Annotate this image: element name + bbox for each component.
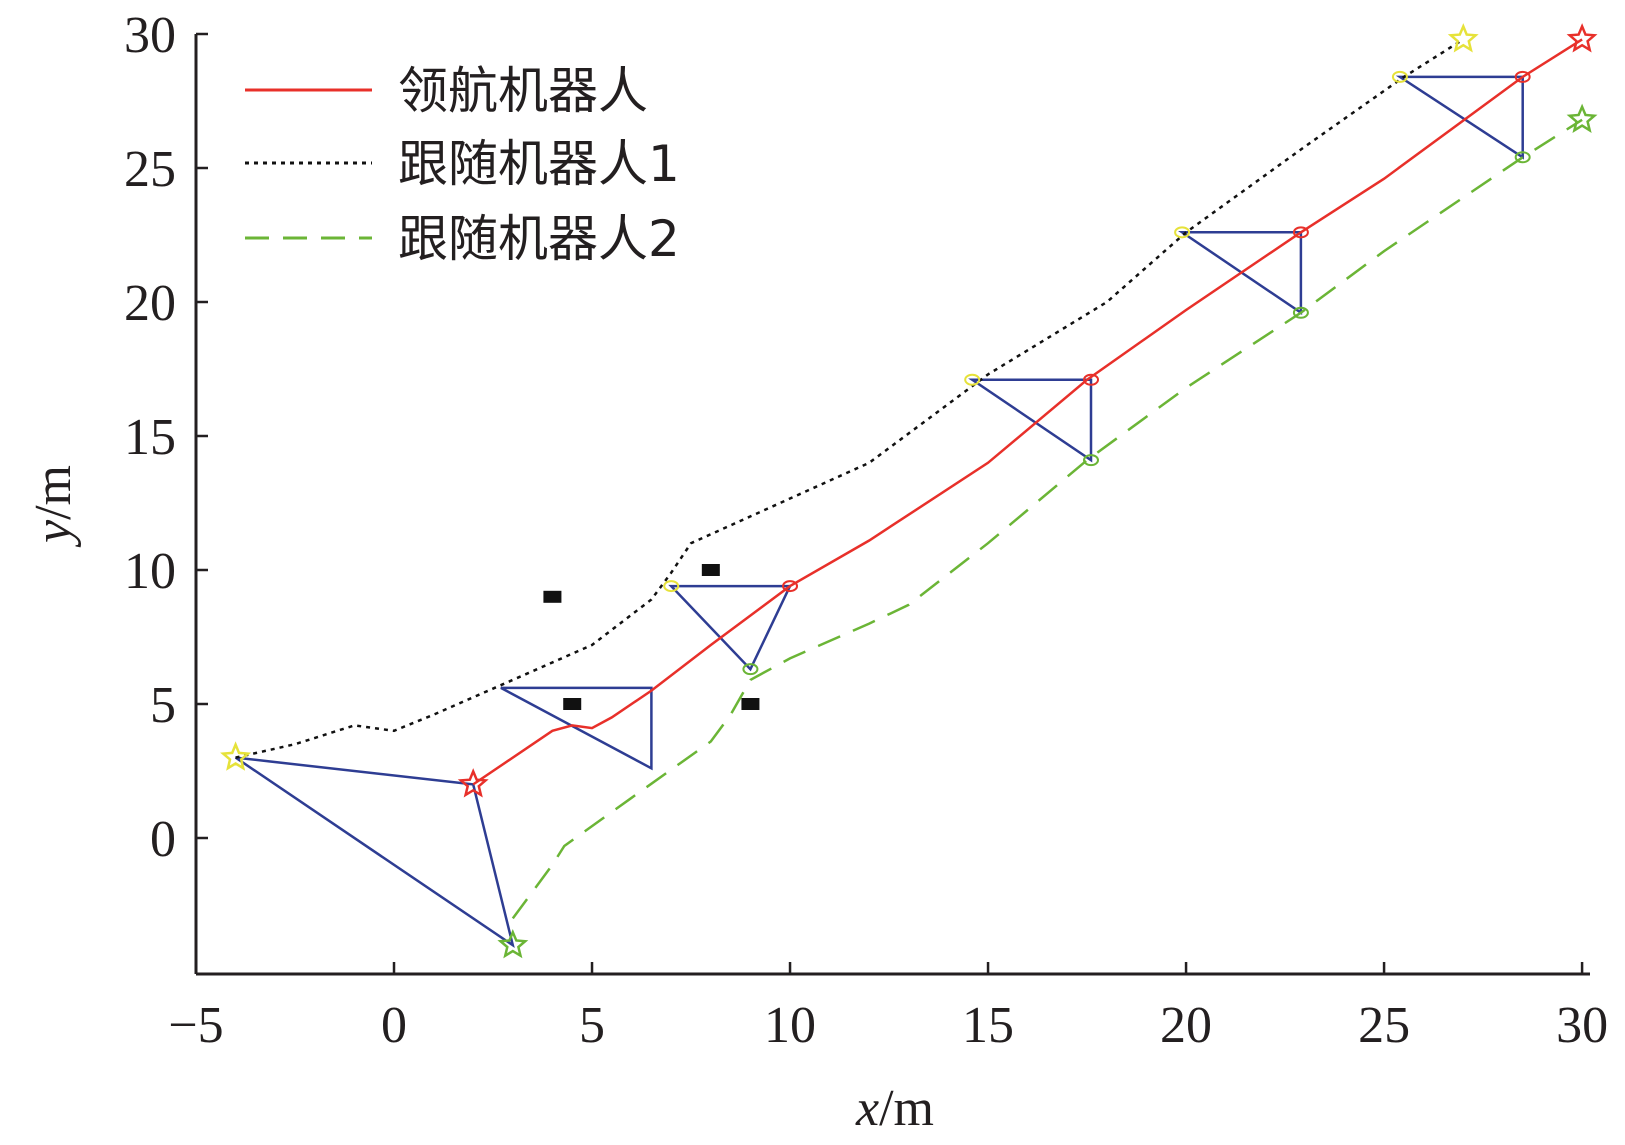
leader-start-star-icon xyxy=(457,768,489,798)
follower2-start-star-icon xyxy=(497,928,529,959)
legend: 领航机器人 跟随机器人1 跟随机器人2 xyxy=(245,62,680,268)
follower2-position-marker xyxy=(1083,454,1100,467)
follower2-position-marker xyxy=(1292,306,1309,319)
leader-position-marker xyxy=(1514,70,1531,83)
follower1-position-marker xyxy=(1174,226,1191,239)
legend-label-leader: 领航机器人 xyxy=(398,62,648,120)
x-ticks: −5 0 5 10 15 20 25 30 xyxy=(168,962,1608,1054)
follower1-position-marker xyxy=(1391,70,1408,83)
series-line-1 xyxy=(235,38,1464,759)
legend-label-follower2: 跟随机器人2 xyxy=(398,210,680,268)
formation-triangle-5 xyxy=(1395,75,1524,160)
obstacle-1 xyxy=(563,698,582,710)
plot-marks xyxy=(220,23,1598,959)
follower2-position-marker xyxy=(1514,151,1531,164)
x-tick-label: 30 xyxy=(1556,997,1608,1054)
follower2-position-marker xyxy=(742,663,759,676)
x-tick-label: 25 xyxy=(1358,997,1410,1054)
y-tick-label: 20 xyxy=(124,275,176,332)
series-line-0 xyxy=(472,38,1583,786)
leader-position-marker xyxy=(782,580,799,593)
obstacle-2 xyxy=(701,564,720,576)
obstacle-3 xyxy=(741,698,760,710)
legend-label-follower1: 跟随机器人1 xyxy=(398,135,680,193)
axes: −5 0 5 10 15 20 25 30 0 5 10 15 20 25 30 xyxy=(124,7,1608,1054)
leader-end-star-icon xyxy=(1566,23,1598,53)
leader-position-marker xyxy=(1083,373,1100,386)
formation-triangle-0 xyxy=(234,756,515,949)
follower2-end-star-icon xyxy=(1566,103,1598,133)
y-tick-label: 30 xyxy=(124,7,176,64)
x-tick-label: −5 xyxy=(168,997,223,1054)
follower1-position-marker xyxy=(663,580,680,593)
x-tick-label: 20 xyxy=(1160,997,1212,1054)
y-axis-label: y/m xyxy=(25,465,82,548)
x-tick-label: 15 xyxy=(962,997,1014,1054)
formation-triangle-1 xyxy=(500,686,653,771)
y-ticks: 0 5 10 15 20 25 30 xyxy=(124,7,208,868)
follower1-end-star-icon xyxy=(1447,23,1479,53)
formation-triangle-3 xyxy=(968,378,1093,463)
x-axis-label: x/m xyxy=(855,1080,934,1137)
obstacle-0 xyxy=(543,590,562,603)
x-tick-label: 5 xyxy=(579,997,605,1054)
y-tick-label: 15 xyxy=(124,409,176,466)
y-tick-label: 5 xyxy=(150,677,176,734)
follower1-position-marker xyxy=(964,373,981,386)
series-line-2 xyxy=(511,118,1583,920)
y-tick-label: 10 xyxy=(124,543,176,600)
x-tick-label: 10 xyxy=(764,997,816,1054)
y-tick-label: 0 xyxy=(150,811,176,868)
formation-triangle-2 xyxy=(668,584,792,672)
y-tick-label: 25 xyxy=(124,141,176,198)
x-tick-label: 0 xyxy=(381,997,407,1054)
leader-position-marker xyxy=(1292,226,1309,239)
follower1-start-star-icon xyxy=(220,741,252,771)
